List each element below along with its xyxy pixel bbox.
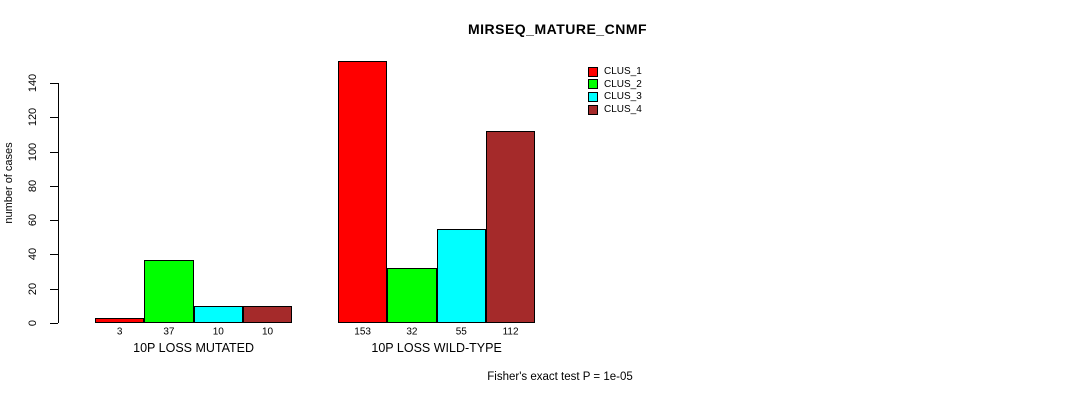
fisher-test-annotation: Fisher's exact test P = 1e-05 <box>487 371 633 383</box>
y-axis-tick-label: 60 <box>27 214 39 227</box>
y-axis-label: number of cases <box>3 142 15 224</box>
legend-swatch-clus_4 <box>588 104 598 115</box>
y-axis-tick-label: 0 <box>27 319 39 327</box>
legend-item-clus_3: CLUS_3 <box>588 90 642 103</box>
bar-value-label: 153 <box>354 326 371 338</box>
legend-label: CLUS_2 <box>604 78 642 90</box>
x-category-label: 10P LOSS MUTATED <box>133 341 255 355</box>
y-axis-tick <box>50 151 58 153</box>
y-axis-tick-label: 100 <box>27 142 39 161</box>
bar-clus_4-2 <box>485 131 536 323</box>
bar-value-label: 37 <box>163 326 175 338</box>
y-axis-tick <box>50 117 58 119</box>
y-axis-tick-label: 20 <box>27 282 39 295</box>
bar-clus_3-2 <box>436 228 486 323</box>
legend-item-clus_4: CLUS_4 <box>588 103 642 116</box>
bar-value-label: 3 <box>116 326 123 338</box>
legend-label: CLUS_3 <box>604 91 642 103</box>
legend-item-clus_1: CLUS_1 <box>588 65 642 78</box>
bar-clus_2-1 <box>144 259 194 323</box>
legend-swatch-clus_2 <box>588 79 598 90</box>
y-axis-tick <box>50 83 58 84</box>
y-axis-tick <box>50 185 58 187</box>
bar-clus_1-2 <box>338 60 388 323</box>
bar-clus_3-1 <box>193 305 243 323</box>
legend-label: CLUS_4 <box>604 104 642 116</box>
y-axis-tick-label: 40 <box>27 248 39 261</box>
x-category-label: 10P LOSS WILD-TYPE <box>371 341 502 355</box>
y-axis-tick <box>50 323 58 324</box>
legend-item-clus_2: CLUS_2 <box>588 78 642 91</box>
y-axis-tick-label: 140 <box>27 73 39 93</box>
bar-value-label: 10 <box>212 326 224 338</box>
chart-title: MIRSEQ_MATURE_CNMF <box>467 21 648 37</box>
bar-value-label: 10 <box>261 326 274 338</box>
y-axis-tick-label: 80 <box>27 179 39 192</box>
legend-swatch-clus_1 <box>588 66 598 77</box>
bar-clus_2-2 <box>387 268 437 323</box>
y-axis-tick <box>50 288 58 290</box>
bar-value-label: 55 <box>455 326 467 338</box>
y-axis-tick <box>50 254 58 256</box>
legend-label: CLUS_1 <box>604 66 642 77</box>
y-axis-line <box>58 83 59 323</box>
bar-value-label: 32 <box>406 326 418 338</box>
bar-value-label: 112 <box>502 326 519 338</box>
bar-clus_1-1 <box>95 317 145 323</box>
legend-swatch-clus_3 <box>588 91 598 102</box>
y-axis-tick <box>50 220 58 222</box>
y-axis-tick-label: 120 <box>27 108 39 127</box>
bar-clus_4-1 <box>242 305 293 323</box>
